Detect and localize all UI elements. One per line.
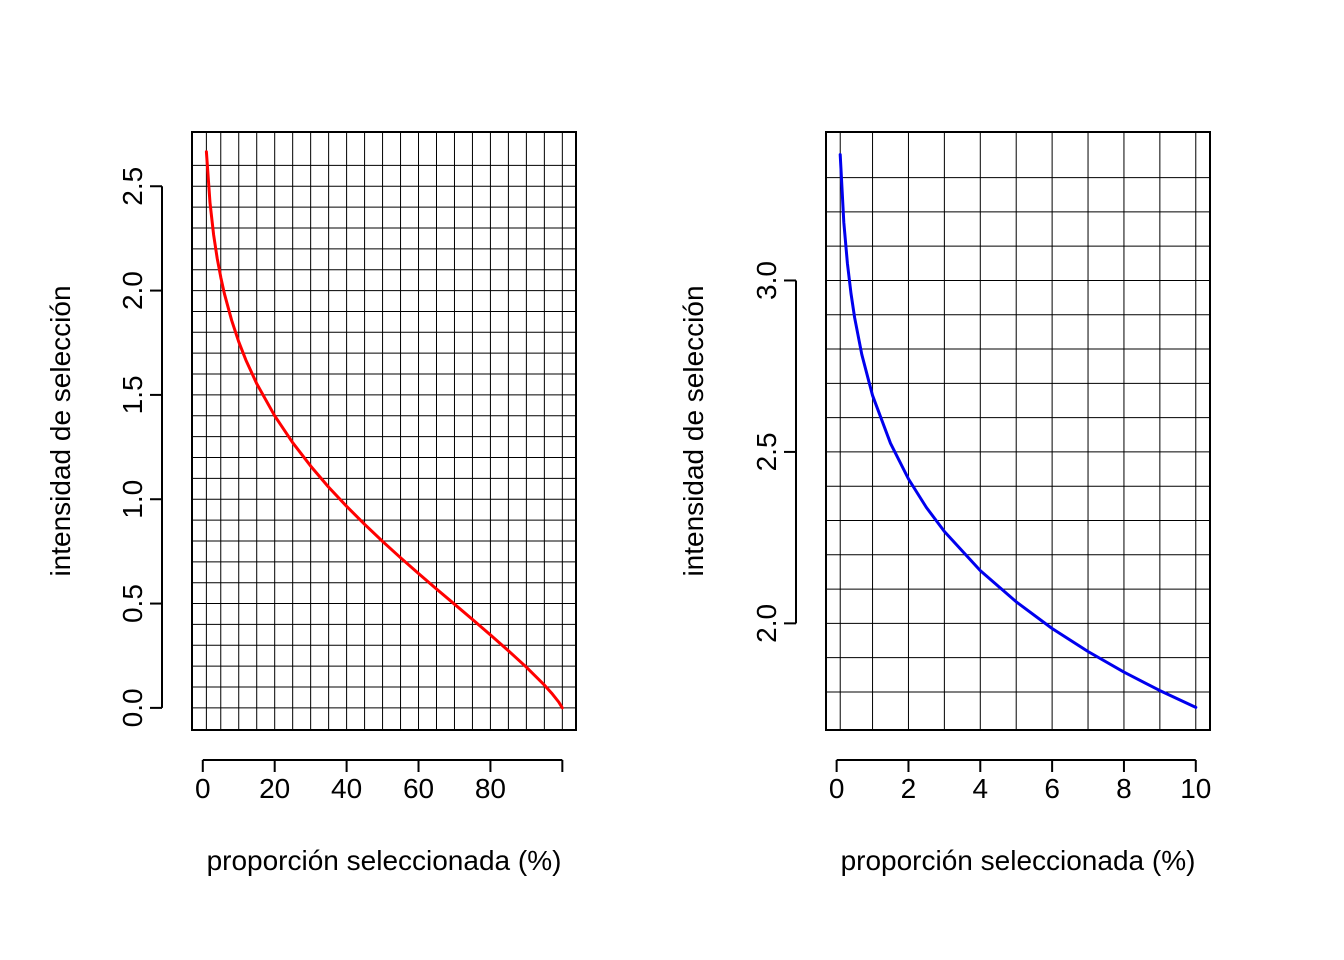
left-chart-panel: 0 20 40 60 80 0.0 0.5 1.0 1.5 2.0 2.5 proporción se…	[45, 131, 577, 876]
right-chart-panel: 0 2 4 6 8 10 2.0 2.5 3.0 proporción seleccionada …	[678, 131, 1211, 876]
x-tick-label: 60	[403, 773, 434, 804]
x-axis-label: proporción seleccionada (%)	[207, 845, 562, 876]
x-tick-label: 2	[901, 773, 917, 804]
y-tick-label: 2.5	[751, 432, 782, 471]
y-tick-label: 3.0	[751, 261, 782, 300]
series-line-intensidad	[204, 150, 564, 710]
y-tick-label: 2.0	[751, 604, 782, 643]
plot-frame	[825, 131, 1211, 731]
y-tick-label: 0.5	[117, 584, 148, 623]
x-axis-label: proporción seleccionada (%)	[841, 845, 1196, 876]
y-tick-label: 2.0	[117, 271, 148, 310]
y-tick-label: 1.0	[117, 480, 148, 519]
x-tick-label: 10	[1180, 773, 1211, 804]
x-tick-label: 0	[195, 773, 211, 804]
y-tick-label: 1.5	[117, 375, 148, 414]
y-tick-label: 2.5	[117, 167, 148, 206]
x-tick-label: 6	[1044, 773, 1060, 804]
y-axis-label: intensidad de selección	[678, 285, 709, 576]
x-tick-label: 8	[1116, 773, 1132, 804]
x-tick-label: 4	[973, 773, 989, 804]
series-line-intensidad	[838, 153, 1198, 709]
y-tick-label: 0.0	[117, 688, 148, 727]
x-tick-label: 80	[475, 773, 506, 804]
x-tick-label: 20	[259, 773, 290, 804]
x-tick-label: 0	[829, 773, 845, 804]
plot-frame	[191, 131, 577, 731]
x-tick-label: 40	[331, 773, 362, 804]
y-axis-label: intensidad de selección	[45, 285, 76, 576]
